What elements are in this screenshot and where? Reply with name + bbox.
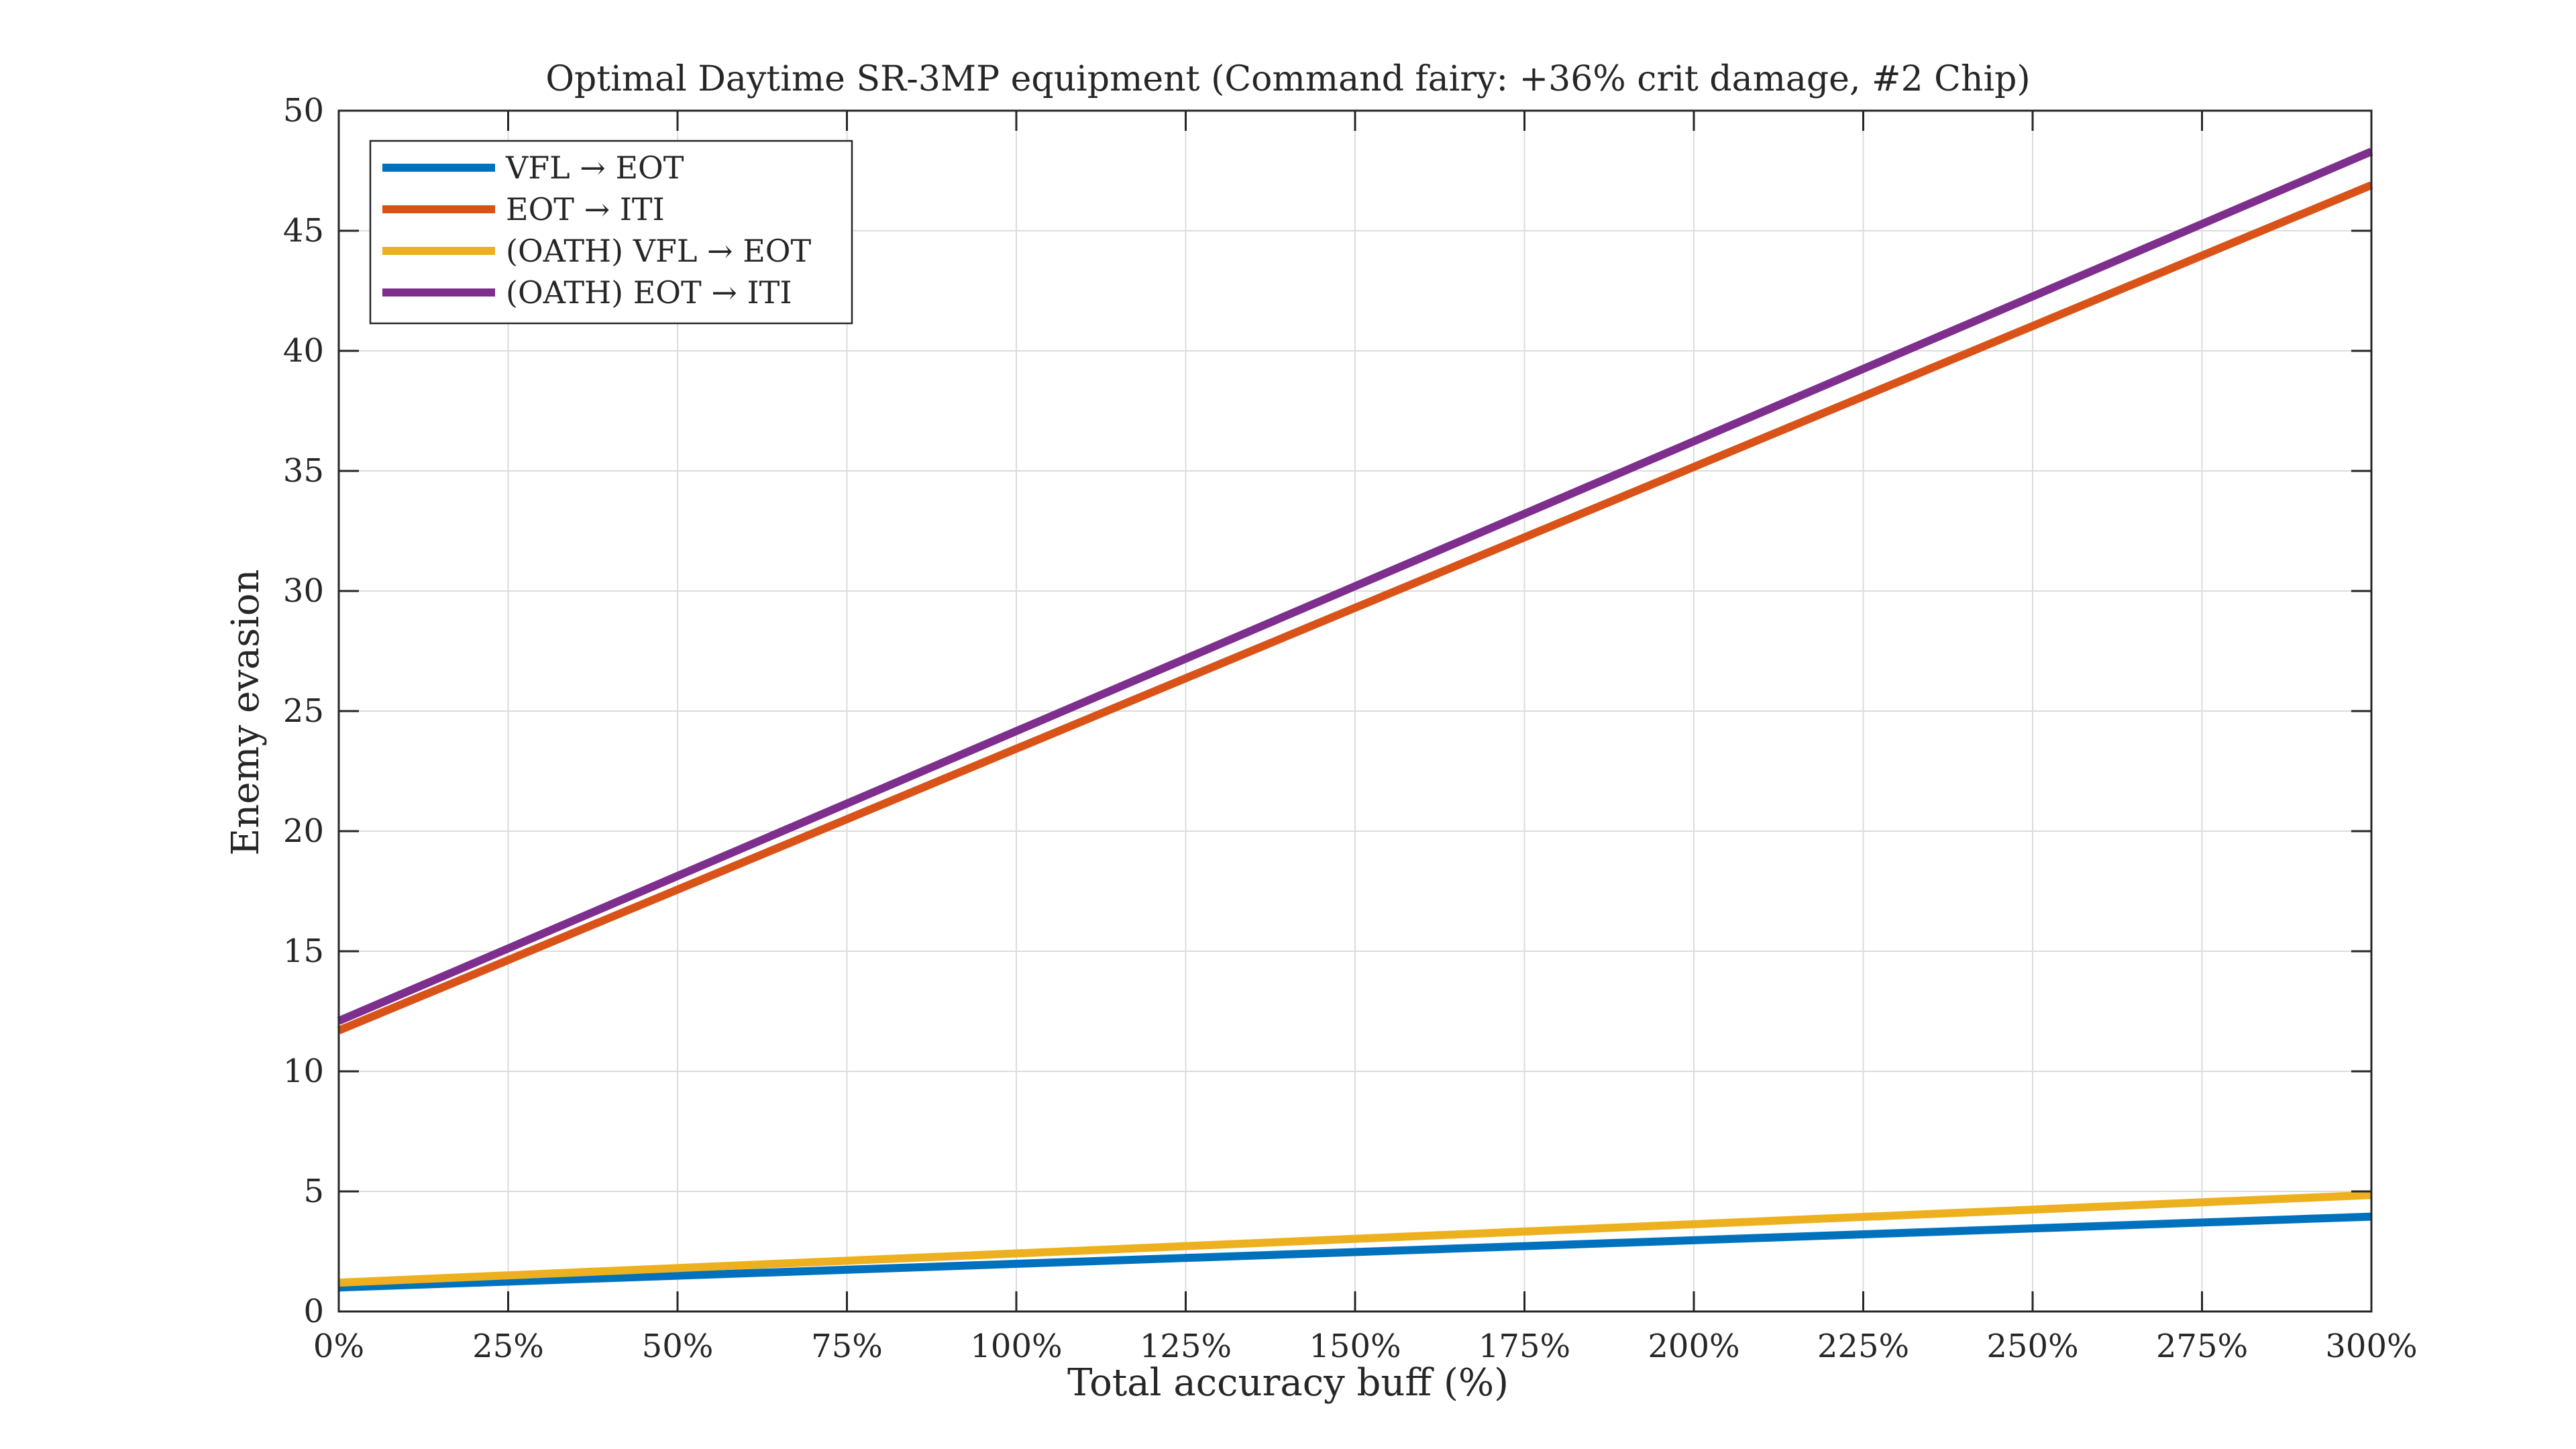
legend-label: (OATH) EOT → ITI <box>506 274 792 311</box>
chart-title: Optimal Daytime SR-3MP equipment (Comman… <box>545 59 2030 99</box>
y-tick-label: 45 <box>283 212 324 250</box>
x-tick-label: 125% <box>1140 1328 1232 1365</box>
series-line-2 <box>337 181 2373 1034</box>
x-tick-label: 275% <box>2156 1328 2248 1365</box>
axis-ticks <box>337 109 2373 1313</box>
x-tick-label: 300% <box>2325 1328 2417 1365</box>
series-line-3 <box>338 1191 2372 1287</box>
series-line-1 <box>338 1212 2372 1292</box>
legend-label: EOT → ITI <box>506 191 665 227</box>
x-tick-label: 225% <box>1817 1328 1909 1365</box>
y-tick-label: 30 <box>283 572 324 610</box>
series-line-4 <box>337 148 2373 1025</box>
x-tick-label: 25% <box>472 1328 544 1365</box>
y-tick-label: 50 <box>283 92 324 129</box>
x-tick-label: 100% <box>970 1328 1062 1365</box>
y-tick-label: 0 <box>303 1293 324 1330</box>
x-tick-label: 150% <box>1309 1328 1401 1365</box>
y-tick-label: 25 <box>283 692 324 730</box>
x-tick-label: 250% <box>1986 1328 2078 1365</box>
y-tick-label: 10 <box>283 1053 324 1090</box>
y-tick-label: 15 <box>283 932 324 970</box>
y-tick-label: 40 <box>283 332 324 370</box>
y-axis-label: Enemy evasion <box>224 569 268 855</box>
legend-label: (OATH) VFL → EOT <box>506 233 811 269</box>
y-tick-label: 35 <box>283 452 324 490</box>
x-tick-label: 200% <box>1648 1328 1739 1365</box>
x-tick-label: 0% <box>313 1328 364 1365</box>
series-lines <box>337 148 2373 1292</box>
x-tick-label: 75% <box>811 1328 883 1365</box>
legend-label: VFL → EOT <box>505 150 684 186</box>
y-tick-label: 5 <box>303 1173 324 1210</box>
x-tick-label: 50% <box>642 1328 714 1365</box>
tick-labels: 0% 25% 50% 75% 100% 125% 150% 175% 200% 225% 250% 2… <box>283 92 2418 1365</box>
x-axis-label: Total accuracy buff (%) <box>1067 1361 1509 1405</box>
legend: VFL → EOT EOT → ITI (OATH) VFL → EOT (OATH)… <box>369 140 853 325</box>
x-tick-label: 175% <box>1479 1328 1570 1365</box>
y-tick-label: 20 <box>283 812 324 850</box>
